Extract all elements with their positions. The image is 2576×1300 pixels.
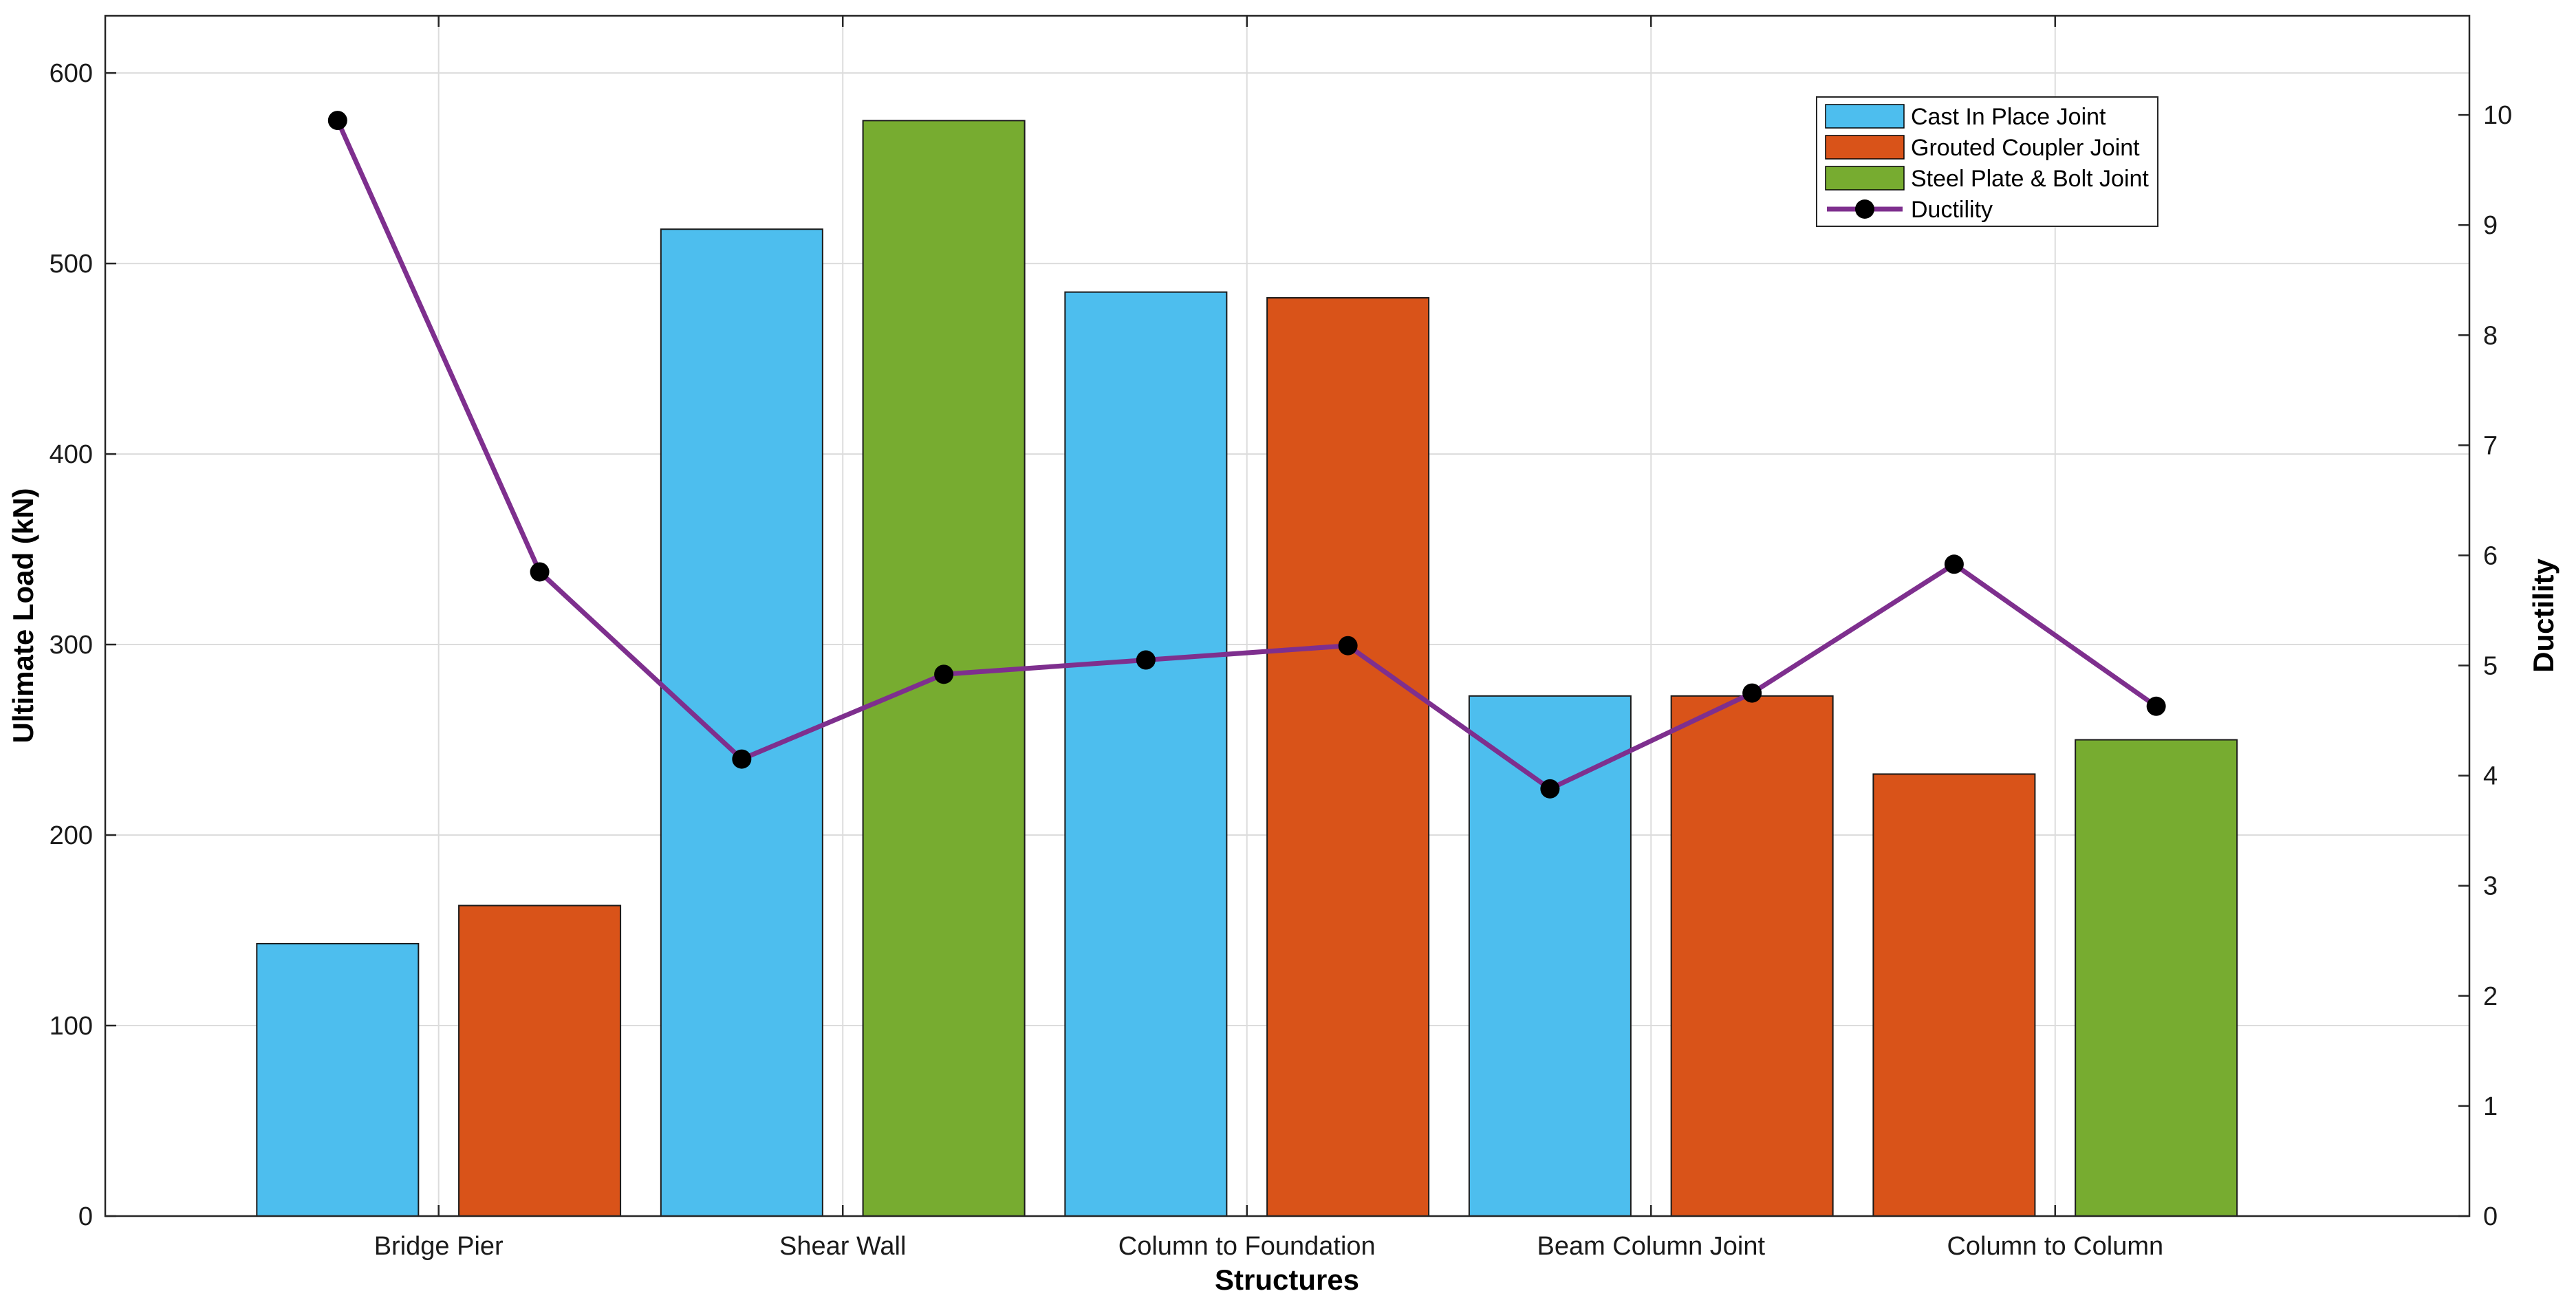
x-axis-title: Structures	[1215, 1264, 1359, 1296]
x-tick-label-column-to-foundation: Column to Foundation	[1118, 1232, 1376, 1261]
ductility-marker-9	[2146, 696, 2166, 716]
ticks-layer: 0 100 200 300 400 500 600 0 1 2 3 4 5 6 7 8 9 10 Bridge Pi…	[50, 16, 2512, 1261]
ductility-marker-4	[1136, 650, 1156, 670]
legend-label-ductility: Ductility	[1911, 197, 1993, 223]
y2-tick-label: 5	[2483, 652, 2498, 681]
y-tick-label: 0	[78, 1202, 93, 1231]
x-tick-label-shear-wall: Shear Wall	[779, 1232, 906, 1261]
x-tick-label-bridge-pier: Bridge Pier	[374, 1232, 504, 1261]
y-tick-label: 400	[50, 440, 93, 469]
x-tick-label-beam-column-joint: Beam Column Joint	[1537, 1232, 1765, 1261]
bar-column-to-foundation-cast-in-place-joint	[1064, 291, 1228, 1217]
legend-swatch-steel-plate-bolt	[1825, 166, 1905, 191]
bar-shear-wall-cast-in-place-joint	[660, 228, 823, 1217]
legend-ductility-marker	[1855, 199, 1874, 219]
bar-beam-column-joint-cast-in-place-joint	[1468, 695, 1632, 1217]
y-tick-label: 500	[50, 250, 93, 279]
y-tick-label: 100	[50, 1012, 93, 1041]
y2-tick-label: 2	[2483, 982, 2498, 1011]
legend-label-cast-in-place: Cast In Place Joint	[1911, 104, 2106, 130]
y-axis-title: Ultimate Load (kN)	[7, 488, 39, 743]
legend-label-grouted-coupler: Grouted Coupler Joint	[1911, 135, 2140, 161]
bar-column-to-column-steel-plate-and-bolt-joint	[2075, 739, 2238, 1217]
legend-swatch-cast-in-place	[1825, 104, 1905, 129]
ductility-marker-1	[530, 562, 550, 582]
y2-tick-label: 1	[2483, 1092, 2498, 1121]
bar-column-to-column-grouted-coupler-joint	[1872, 773, 2036, 1217]
ductility-marker-3	[934, 664, 954, 684]
plot-frame	[104, 14, 2471, 1217]
y2-tick-label: 7	[2483, 431, 2498, 460]
bar-beam-column-joint-grouted-coupler-joint	[1670, 695, 1834, 1217]
ductility-marker-6	[1540, 779, 1560, 799]
legend-swatch-grouted-coupler	[1825, 135, 1905, 160]
ductility-line-layer	[327, 111, 2166, 799]
y2-tick-label: 9	[2483, 211, 2498, 240]
y-tick-label: 600	[50, 59, 93, 88]
bar-bridge-pier-grouted-coupler-joint	[458, 904, 622, 1217]
legend-label-steel-plate-bolt: Steel Plate & Bolt Joint	[1911, 166, 2149, 192]
y2-tick-label: 10	[2483, 101, 2512, 130]
ductility-marker-8	[1944, 554, 1964, 574]
legend: Cast In Place Joint Grouted Coupler Join…	[1816, 96, 2158, 227]
bars-layer	[256, 120, 2238, 1217]
y2-tick-label: 3	[2483, 872, 2498, 901]
ductility-marker-7	[1742, 683, 1762, 703]
bar-column-to-foundation-grouted-coupler-joint	[1266, 296, 1430, 1217]
bar-bridge-pier-cast-in-place-joint	[256, 942, 420, 1217]
y2-axis-title: Ductility	[2527, 559, 2559, 673]
ductility-line	[335, 119, 2158, 792]
y2-tick-label: 8	[2483, 321, 2498, 350]
y-tick-label: 300	[50, 631, 93, 660]
y2-tick-label: 0	[2483, 1202, 2498, 1231]
ductility-marker-0	[327, 111, 347, 131]
y2-tick-label: 4	[2483, 762, 2498, 791]
x-tick-label-column-to-column: Column to Column	[1947, 1232, 2163, 1261]
ductility-marker-5	[1338, 636, 1358, 656]
y-tick-label: 200	[50, 821, 93, 850]
y2-tick-label: 6	[2483, 541, 2498, 570]
ductility-marker-2	[732, 749, 752, 769]
